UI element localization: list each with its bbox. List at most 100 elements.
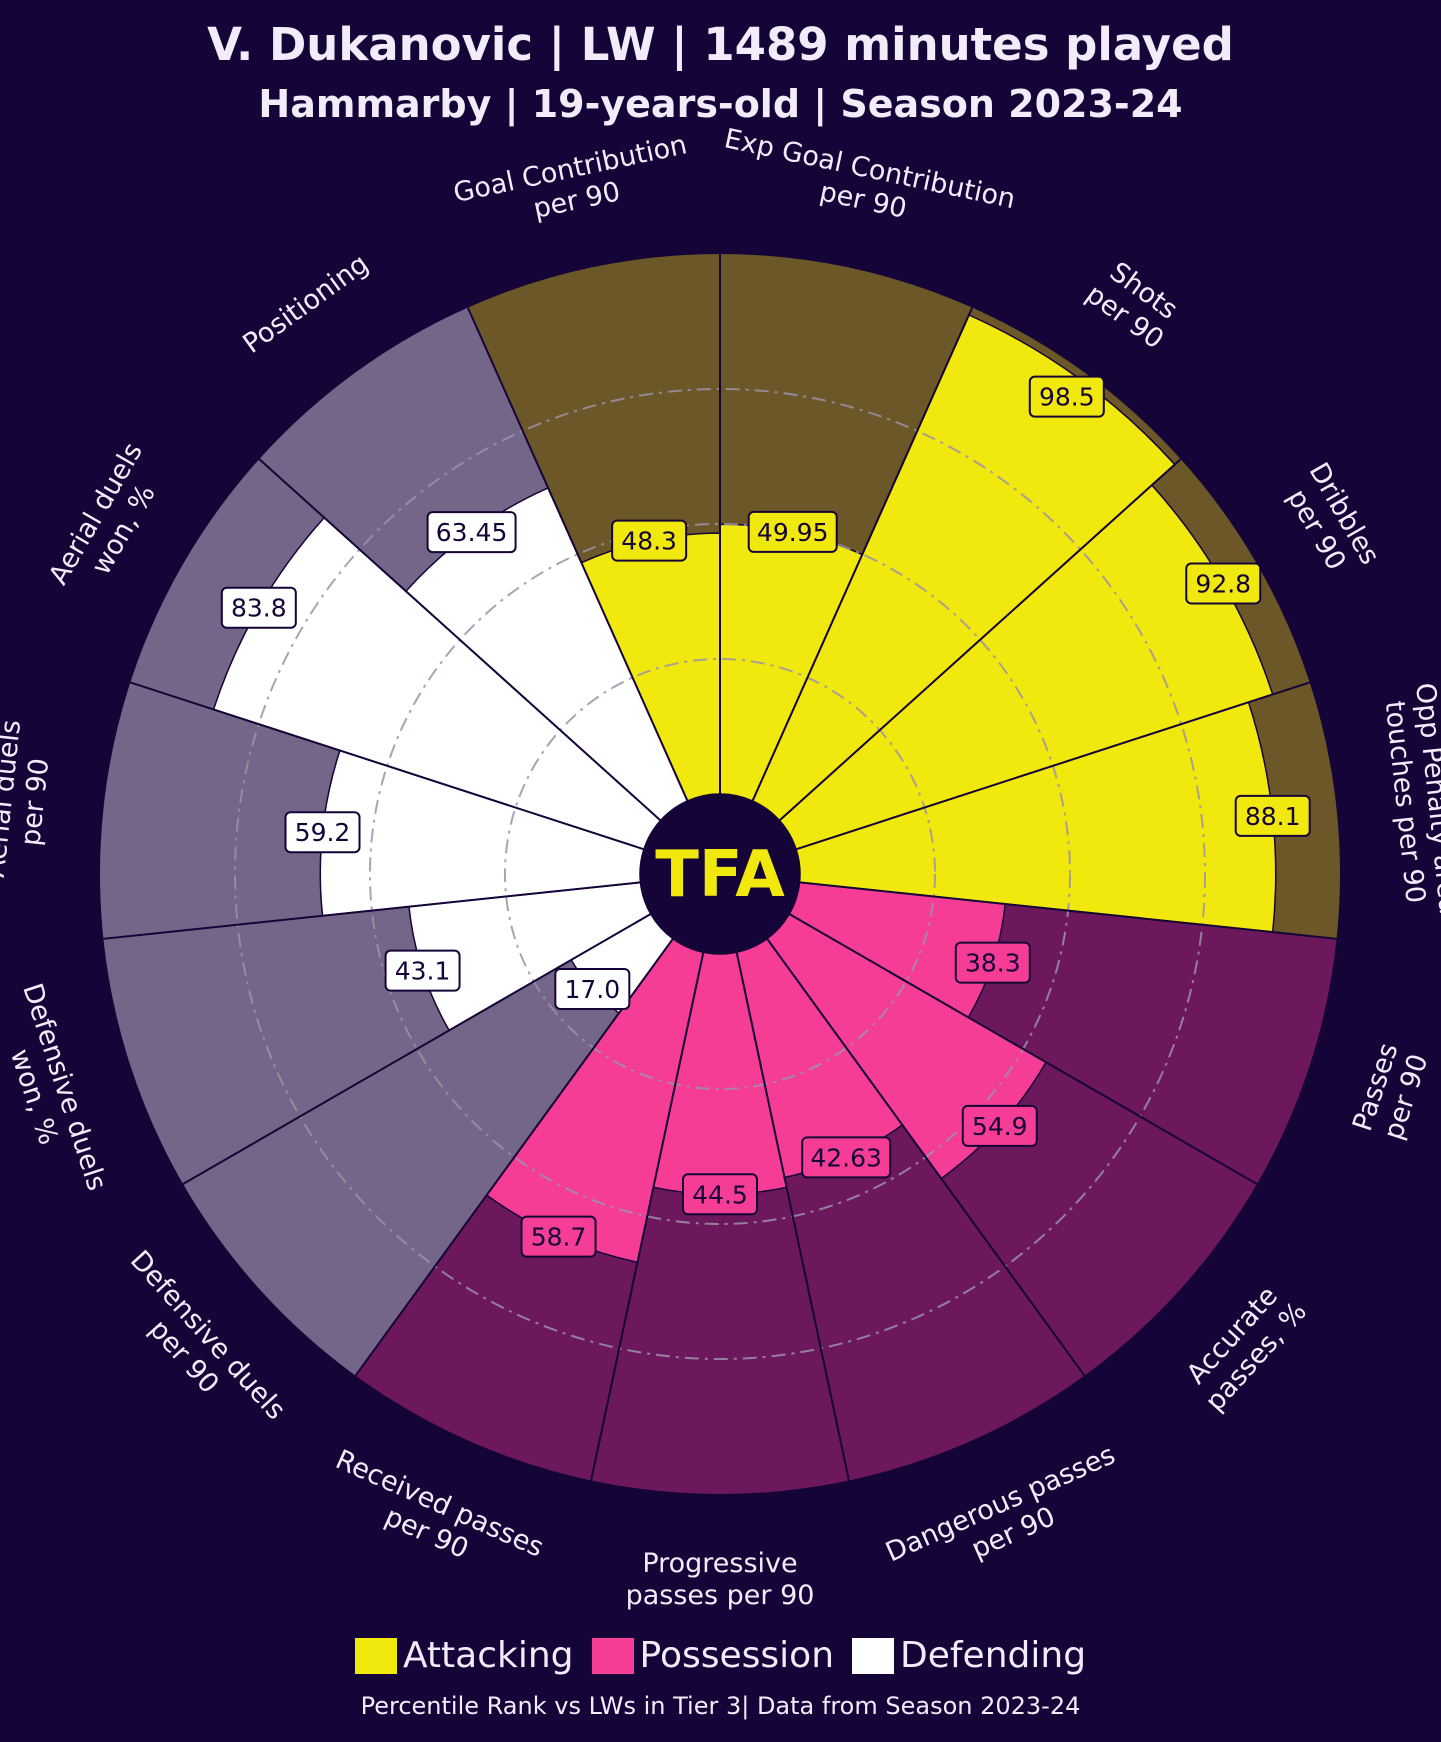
slice-divider (130, 681, 645, 851)
value-labels: 48.3 49.95 98.5 92.8 88.1 38.3 54.9 42.63 44.5 58… (220, 375, 1311, 1258)
legend-item-possession: Possession (591, 1635, 835, 1676)
value-label: 92.8 (1195, 569, 1251, 598)
metric-label: Progressive passes per 90 (626, 1548, 815, 1611)
slice-divider (778, 458, 1182, 822)
slice-divider (182, 913, 652, 1185)
value-badge-box (1028, 375, 1105, 418)
metric-label: Accuratepasses, % (1176, 1275, 1313, 1418)
value-label: 54.9 (972, 1112, 1028, 1141)
value-label: 44.5 (692, 1180, 748, 1209)
metric-label: Dribblesper 90 (1275, 458, 1385, 586)
value-badge: 48.3 (611, 519, 688, 562)
value-badge-box (554, 967, 631, 1010)
legend-swatch-possession (591, 1637, 634, 1674)
slice-separators (103, 254, 1337, 1481)
gridline-ring (504, 658, 936, 1090)
footer-note: Percentile Rank vs LWs in Tier 3| Data f… (360, 1692, 1081, 1720)
legend-label-defending: Defending (900, 1635, 1087, 1676)
metric-label-line: passes per 90 (626, 1580, 815, 1611)
metric-label: Positioning (237, 248, 374, 359)
legend-label-possession: Possession (639, 1635, 835, 1676)
slice-divider (735, 952, 850, 1481)
metric-label: Opp Penalty areatouches per 90 (1377, 681, 1441, 919)
value-badge-box (961, 1104, 1038, 1147)
value-badge: 17.0 (554, 967, 631, 1010)
metric-label: Aerial duelsper 90 (0, 718, 59, 882)
slice-divider (788, 913, 1258, 1185)
value-label: 17.0 (564, 975, 620, 1004)
metric-label-line: Positioning (237, 248, 374, 359)
metric-label: Exp Goal Contributionper 90 (715, 123, 1018, 246)
value-badge: 43.1 (384, 949, 461, 992)
value-badge: 88.1 (1234, 794, 1311, 837)
slice-divider (795, 681, 1310, 851)
value-badge: 49.95 (747, 510, 838, 553)
value-label: 83.8 (231, 594, 287, 623)
legend-item-defending: Defending (852, 1635, 1086, 1676)
value-badge-box (284, 811, 361, 854)
value-label: 88.1 (1245, 802, 1301, 831)
value-label: 98.5 (1039, 383, 1095, 412)
slice-divider (258, 458, 662, 822)
legend: Attacking Possession Defending (0, 1635, 1441, 1676)
value-badge-box (220, 586, 297, 629)
center-hole (640, 794, 800, 954)
slice-background (591, 952, 849, 1495)
value-badge-box (611, 519, 688, 562)
gridlines (234, 388, 1206, 1360)
value-badge-box (747, 510, 838, 553)
chart-title: V. Dukanovic | LW | 1489 minutes played (207, 18, 1234, 71)
slice-divider (103, 881, 641, 940)
legend-item-attacking: Attacking (354, 1635, 574, 1676)
value-badge-box (682, 1173, 758, 1216)
slice-divider (766, 938, 1086, 1377)
value-badge: 98.5 (1028, 375, 1105, 418)
value-badge: 44.5 (682, 1173, 758, 1216)
slice-divider (466, 307, 689, 802)
slice-divider (751, 307, 974, 802)
value-label: 49.95 (757, 518, 829, 547)
legend-swatch-defending (852, 1637, 895, 1674)
metric-label: Received passesper 90 (318, 1444, 548, 1593)
slice-divider (354, 938, 674, 1377)
value-badge-box (520, 1215, 597, 1258)
metric-label: Passesper 90 (1347, 1039, 1435, 1144)
metric-label: Defensive duelswon, % (0, 980, 112, 1205)
slice-bar (778, 484, 1274, 851)
legend-swatch-attacking (354, 1637, 397, 1674)
metric-label: Goal Contributionper 90 (451, 129, 697, 240)
value-badge: 63.45 (426, 511, 517, 554)
value-label: 59.2 (295, 818, 351, 847)
value-badge-box (1185, 562, 1262, 605)
chart-subtitle: Hammarby | 19-years-old | Season 2023-24 (258, 82, 1183, 126)
value-badge-box (801, 1136, 892, 1179)
value-badge-box (954, 941, 1031, 984)
value-badge: 54.9 (961, 1104, 1038, 1147)
value-badge-box (426, 511, 517, 554)
value-label: 58.7 (531, 1223, 587, 1252)
value-label: 48.3 (621, 527, 677, 556)
gridline-ring (234, 388, 1206, 1360)
value-badge: 92.8 (1185, 562, 1262, 605)
value-label: 42.63 (810, 1143, 882, 1172)
value-badge: 42.63 (801, 1136, 892, 1179)
metric-label: Aerial duelswon, % (43, 437, 177, 606)
value-label: 43.1 (395, 957, 451, 986)
slice-divider (590, 952, 705, 1481)
legend-label-attacking: Attacking (402, 1635, 574, 1676)
metric-label-line: Progressive (642, 1548, 797, 1579)
value-badge: 38.3 (954, 941, 1031, 984)
value-badge: 59.2 (284, 811, 361, 854)
slice-bar (751, 314, 1176, 822)
slice-background (183, 914, 673, 1376)
value-badge: 58.7 (520, 1215, 597, 1258)
value-badge-box (384, 949, 461, 992)
tfa-logo: TFA (655, 838, 785, 912)
gridline-ring (369, 523, 1071, 1225)
value-label: 63.45 (436, 518, 508, 547)
metric-label: Shotsper 90 (1080, 253, 1188, 356)
slice-divider (799, 881, 1337, 940)
value-label: 38.3 (965, 949, 1021, 978)
value-badge-box (1234, 794, 1311, 837)
